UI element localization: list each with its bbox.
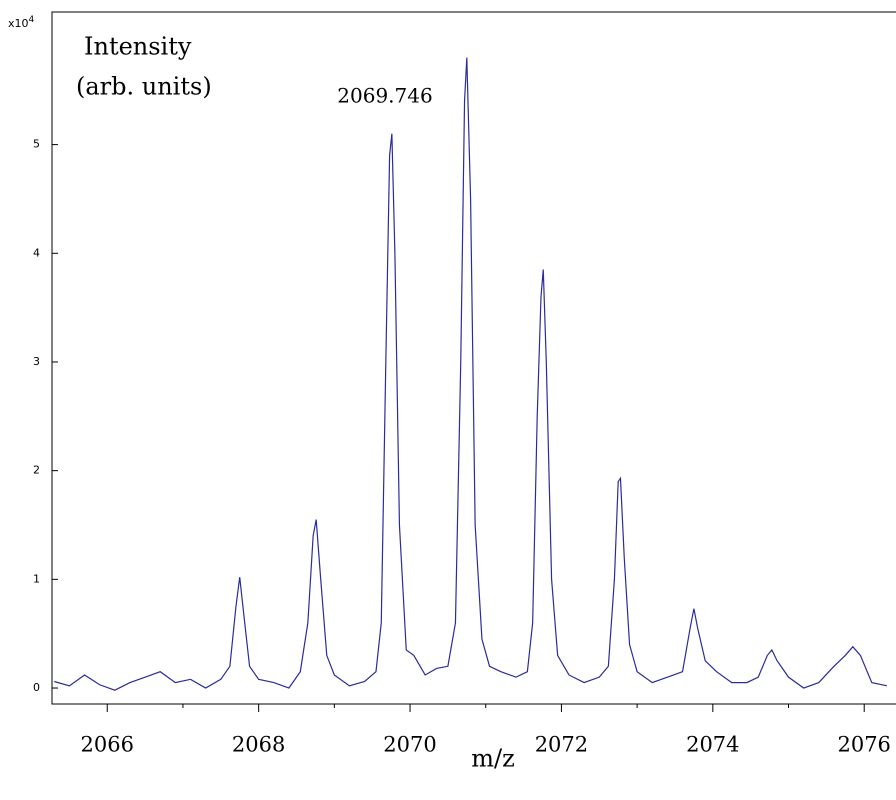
spectrum-line	[54, 57, 888, 691]
y-tick-label: 4	[33, 246, 40, 259]
x-label: m/z	[471, 745, 515, 773]
y-tick-label: 0	[33, 681, 40, 694]
x-tick-label: 2066	[81, 733, 134, 757]
x-tick-label: 2076	[837, 733, 890, 757]
y-label: Intensity	[84, 33, 192, 61]
y-label: (arb. units)	[76, 73, 212, 101]
peak-annotation: 2069.746	[337, 84, 432, 108]
plot-frame	[51, 11, 896, 705]
y-tick-label: 1	[33, 572, 40, 585]
x-tick-label: 2070	[383, 733, 436, 757]
y-tick-label: 3	[33, 355, 40, 368]
x-tick-label: 2074	[686, 733, 739, 757]
y-tick-label: 2	[33, 464, 40, 477]
y-tick-label: 5	[33, 138, 40, 151]
x-tick-label: 2072	[535, 733, 588, 757]
x-tick-label: 2068	[232, 733, 285, 757]
y-multiplier: x104	[8, 15, 35, 31]
